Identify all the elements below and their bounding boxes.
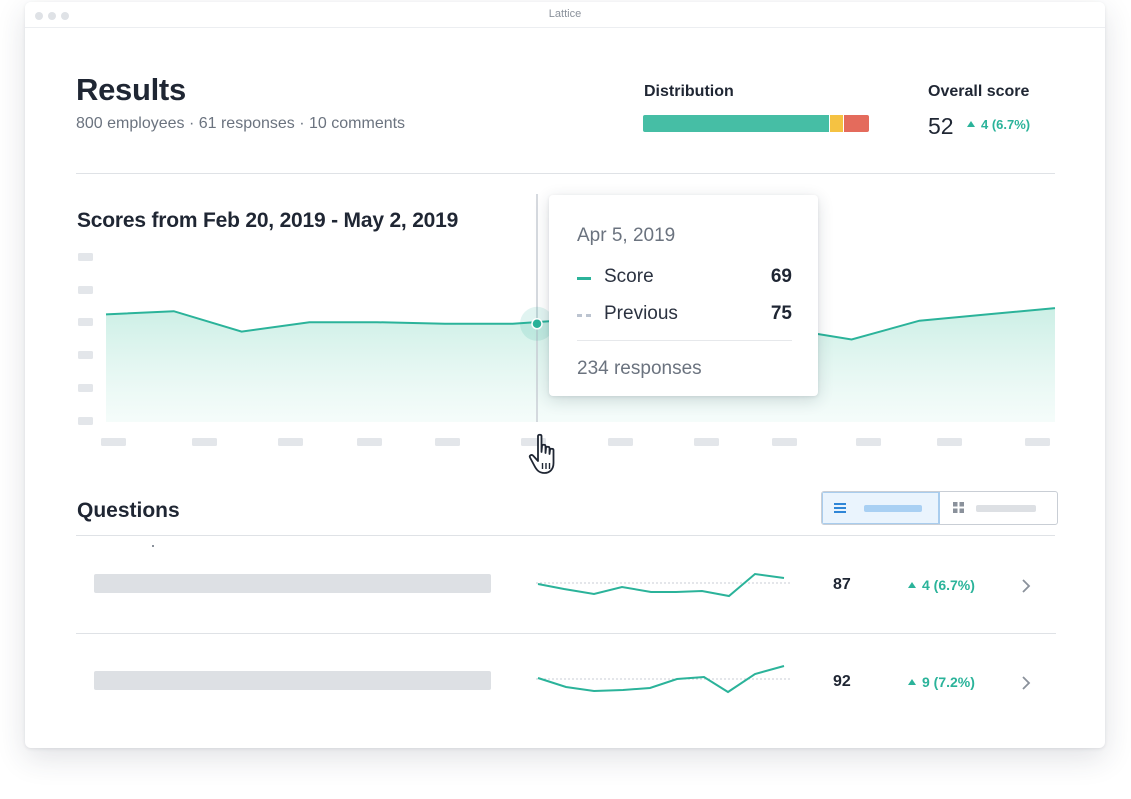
question-delta-text: 4 (6.7%) xyxy=(922,577,975,593)
up-arrow-icon xyxy=(967,121,975,127)
header-divider xyxy=(76,173,1055,174)
previous-legend-dashed-line-icon xyxy=(577,314,591,317)
overall-score-delta-text: 4 (6.7%) xyxy=(981,117,1031,132)
overall-score-delta: 4 (6.7%) xyxy=(967,117,1030,132)
question-delta: 4 (6.7%) xyxy=(908,577,975,593)
distribution-segment xyxy=(643,115,829,132)
stray-mark xyxy=(152,545,154,547)
x-tick-label-placeholder xyxy=(278,438,303,446)
hover-point[interactable] xyxy=(531,318,543,330)
x-tick-label-placeholder xyxy=(694,438,719,446)
list-view-button[interactable] xyxy=(822,492,940,524)
distribution-segment xyxy=(829,115,844,132)
grid-icon xyxy=(953,502,964,513)
question-text-placeholder xyxy=(94,574,491,593)
y-tick-label-placeholder xyxy=(78,286,93,294)
questions-title: Questions xyxy=(77,499,180,522)
questions-divider xyxy=(76,535,1055,536)
question-delta: 9 (7.2%) xyxy=(908,674,975,690)
tooltip-row-value: 69 xyxy=(770,266,792,287)
x-tick-label-placeholder xyxy=(772,438,797,446)
tooltip-row-score: Score 69 xyxy=(577,266,792,290)
overall-score-label: Overall score xyxy=(928,83,1030,100)
question-sparkline xyxy=(536,665,791,694)
chevron-right-icon[interactable] xyxy=(1017,674,1035,692)
grid-view-button[interactable] xyxy=(940,492,1057,524)
x-tick-label-placeholder xyxy=(435,438,460,446)
x-tick-label-placeholder xyxy=(608,438,633,446)
y-tick-label-placeholder xyxy=(78,384,93,392)
up-arrow-icon xyxy=(908,582,916,588)
distribution-label: Distribution xyxy=(644,83,734,100)
overall-score-value: 52 xyxy=(928,113,954,139)
question-sparkline xyxy=(536,572,791,598)
tooltip-row-value: 75 xyxy=(770,303,792,324)
question-score: 92 xyxy=(833,673,851,690)
tooltip-row-label: Previous xyxy=(604,303,678,324)
x-tick-label-placeholder xyxy=(357,438,382,446)
question-text-placeholder xyxy=(94,671,491,690)
grid-view-label-placeholder xyxy=(976,505,1036,512)
y-tick-label-placeholder xyxy=(78,253,93,261)
list-view-label-placeholder xyxy=(864,505,922,512)
tooltip-responses: 234 responses xyxy=(577,358,702,379)
y-tick-label-placeholder xyxy=(78,318,93,326)
window-close-dot[interactable] xyxy=(35,12,43,20)
up-arrow-icon xyxy=(908,679,916,685)
list-icon xyxy=(834,503,846,513)
window-zoom-dot[interactable] xyxy=(61,12,69,20)
y-tick-label-placeholder xyxy=(78,417,93,425)
question-score: 87 xyxy=(833,576,851,593)
y-tick-label-placeholder xyxy=(78,351,93,359)
window-minimize-dot[interactable] xyxy=(48,12,56,20)
chart-tooltip: Apr 5, 2019 Score 69 Previous 75 234 res… xyxy=(549,195,818,396)
scores-chart-title: Scores from Feb 20, 2019 - May 2, 2019 xyxy=(77,209,459,232)
x-tick-label-placeholder xyxy=(101,438,126,446)
page-subtitle: 800 employees · 61 responses · 10 commen… xyxy=(76,115,406,132)
view-toggle xyxy=(821,491,1058,525)
x-tick-label-placeholder xyxy=(192,438,217,446)
x-tick-label-placeholder xyxy=(937,438,962,446)
x-tick-label-placeholder xyxy=(1025,438,1050,446)
chevron-right-icon[interactable] xyxy=(1017,577,1035,595)
app-window: Lattice Results 800 employees · 61 respo… xyxy=(25,2,1105,748)
distribution-bar xyxy=(643,115,869,132)
tooltip-row-label: Score xyxy=(604,266,654,287)
hand-pointer-cursor-icon xyxy=(528,433,555,474)
question-delta-text: 9 (7.2%) xyxy=(922,674,975,690)
question-row[interactable]: 92 9 (7.2%) xyxy=(76,633,1056,731)
title-bar: Lattice xyxy=(25,2,1105,28)
x-tick-label-placeholder xyxy=(856,438,881,446)
score-legend-line-icon xyxy=(577,277,591,280)
tooltip-divider xyxy=(577,340,792,341)
distribution-segment xyxy=(844,115,869,132)
question-row[interactable]: 87 4 (6.7%) xyxy=(76,536,1056,633)
tooltip-row-previous: Previous 75 xyxy=(577,303,792,327)
page-title: Results xyxy=(76,72,186,107)
window-title: Lattice xyxy=(548,8,582,20)
tooltip-date: Apr 5, 2019 xyxy=(577,225,676,246)
